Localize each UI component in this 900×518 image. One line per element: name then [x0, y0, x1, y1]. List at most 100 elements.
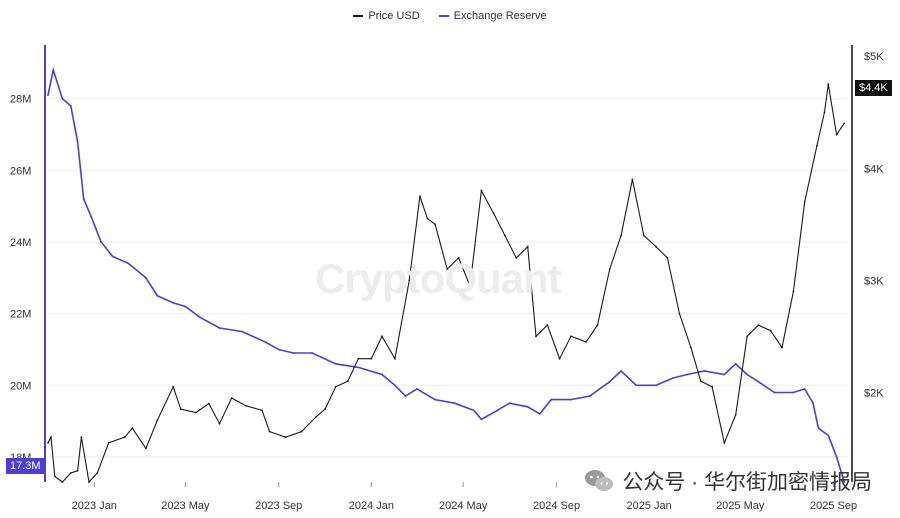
- left-axis-ticks: 18M20M22M24M26M28M: [10, 94, 31, 464]
- price-point: [526, 245, 529, 248]
- price-point: [357, 357, 360, 360]
- reserve-point: [620, 370, 622, 372]
- reserve-point: [145, 276, 147, 279]
- legend-item-price[interactable]: Price USD: [353, 10, 420, 22]
- price-point: [172, 385, 175, 388]
- price-point: [558, 357, 561, 360]
- price-point: [723, 441, 726, 444]
- price-point: [446, 268, 449, 270]
- reserve-point: [434, 398, 436, 401]
- price-point: [535, 335, 537, 338]
- price-point: [515, 257, 518, 259]
- left-tick-label: 20M: [10, 380, 31, 392]
- reserve-point: [277, 348, 280, 351]
- reserve-point: [635, 384, 638, 387]
- price-point: [546, 324, 549, 326]
- watermark: CryptoQuant: [315, 255, 562, 302]
- price-point: [835, 133, 838, 136]
- reserve-point: [184, 305, 187, 308]
- price-point: [61, 481, 64, 483]
- right-tick-label: $5K: [864, 51, 884, 63]
- reserve-point: [357, 366, 360, 369]
- reserve-point: [496, 409, 499, 412]
- price-point: [218, 422, 221, 425]
- price-point: [284, 436, 287, 439]
- price-point: [843, 122, 846, 125]
- price-point: [156, 419, 159, 422]
- left-tick-label: 24M: [10, 237, 31, 249]
- price-point: [96, 472, 99, 474]
- x-tick-label: 2024 Sep: [533, 500, 580, 512]
- left-tick-label: 22M: [10, 309, 31, 321]
- price-point: [816, 144, 818, 147]
- reserve-point: [480, 418, 483, 421]
- price-point: [315, 416, 317, 418]
- x-tick-label: 2023 May: [161, 500, 210, 512]
- price-point: [596, 324, 599, 326]
- reserve-value-badge: 17.3M: [6, 458, 45, 474]
- reserve-point: [608, 380, 611, 383]
- x-tick-label: 2025 Sep: [810, 500, 857, 512]
- reserve-point: [90, 216, 93, 218]
- price-point: [123, 436, 126, 439]
- price-point: [50, 436, 52, 439]
- price-point: [419, 195, 421, 198]
- price-point: [434, 223, 436, 226]
- price-point: [642, 234, 645, 237]
- reserve-point: [334, 362, 337, 365]
- price-point: [300, 430, 303, 433]
- price-point: [195, 411, 197, 414]
- data-point-marks: [47, 69, 846, 483]
- reserve-point: [671, 377, 674, 379]
- reserve-point: [686, 373, 688, 376]
- reserve-point: [241, 330, 244, 333]
- price-point: [408, 279, 411, 282]
- reserve-point: [394, 384, 396, 387]
- reserve-point: [127, 262, 130, 265]
- reserve-point: [812, 402, 814, 405]
- price-point: [381, 335, 383, 338]
- reserve-point: [52, 69, 55, 71]
- price-point: [734, 413, 737, 416]
- reserve-point: [803, 388, 806, 390]
- reserve-point: [843, 481, 846, 483]
- price-point: [370, 357, 373, 360]
- reserve-point: [757, 380, 760, 383]
- reserve-point: [172, 302, 175, 304]
- reserve-point: [69, 105, 72, 107]
- reserve-point: [773, 391, 776, 394]
- price-point: [504, 234, 506, 237]
- reserve-point: [292, 352, 295, 354]
- reserve-point: [156, 294, 159, 297]
- x-axis-ticks: 2023 Jan 2023 May 2023 Sep 2024 Jan 2024 May…: [72, 482, 857, 512]
- source-caption: 公众号 · 华尔街加密情报局: [584, 466, 872, 496]
- reserve-point: [817, 427, 820, 430]
- price-point: [769, 329, 772, 332]
- legend-item-reserve[interactable]: Exchange Reserve: [438, 10, 547, 22]
- x-tick-label: 2025 Jan: [627, 500, 672, 512]
- price-point: [823, 111, 826, 114]
- price-point: [608, 268, 611, 270]
- legend-swatch-reserve: [438, 15, 449, 18]
- x-tick-label: 2024 Jan: [349, 500, 394, 512]
- price-point: [179, 408, 182, 411]
- reserve-point: [746, 373, 748, 376]
- reserve-point: [111, 255, 114, 258]
- reserve-point: [703, 370, 706, 372]
- price-point: [80, 436, 83, 439]
- reserve-point: [655, 384, 657, 387]
- reserve-point: [570, 398, 572, 401]
- reserve-point: [734, 362, 737, 365]
- price-point: [620, 234, 622, 237]
- reserve-point: [100, 241, 102, 243]
- price-point: [666, 257, 669, 259]
- price-point: [827, 83, 830, 86]
- reserve-point: [453, 402, 456, 405]
- reserve-point: [76, 140, 79, 143]
- price-point: [690, 346, 692, 349]
- price-point: [570, 335, 572, 338]
- price-point: [268, 430, 271, 433]
- x-tick-label: 2025 May: [716, 500, 765, 512]
- price-point: [492, 212, 495, 215]
